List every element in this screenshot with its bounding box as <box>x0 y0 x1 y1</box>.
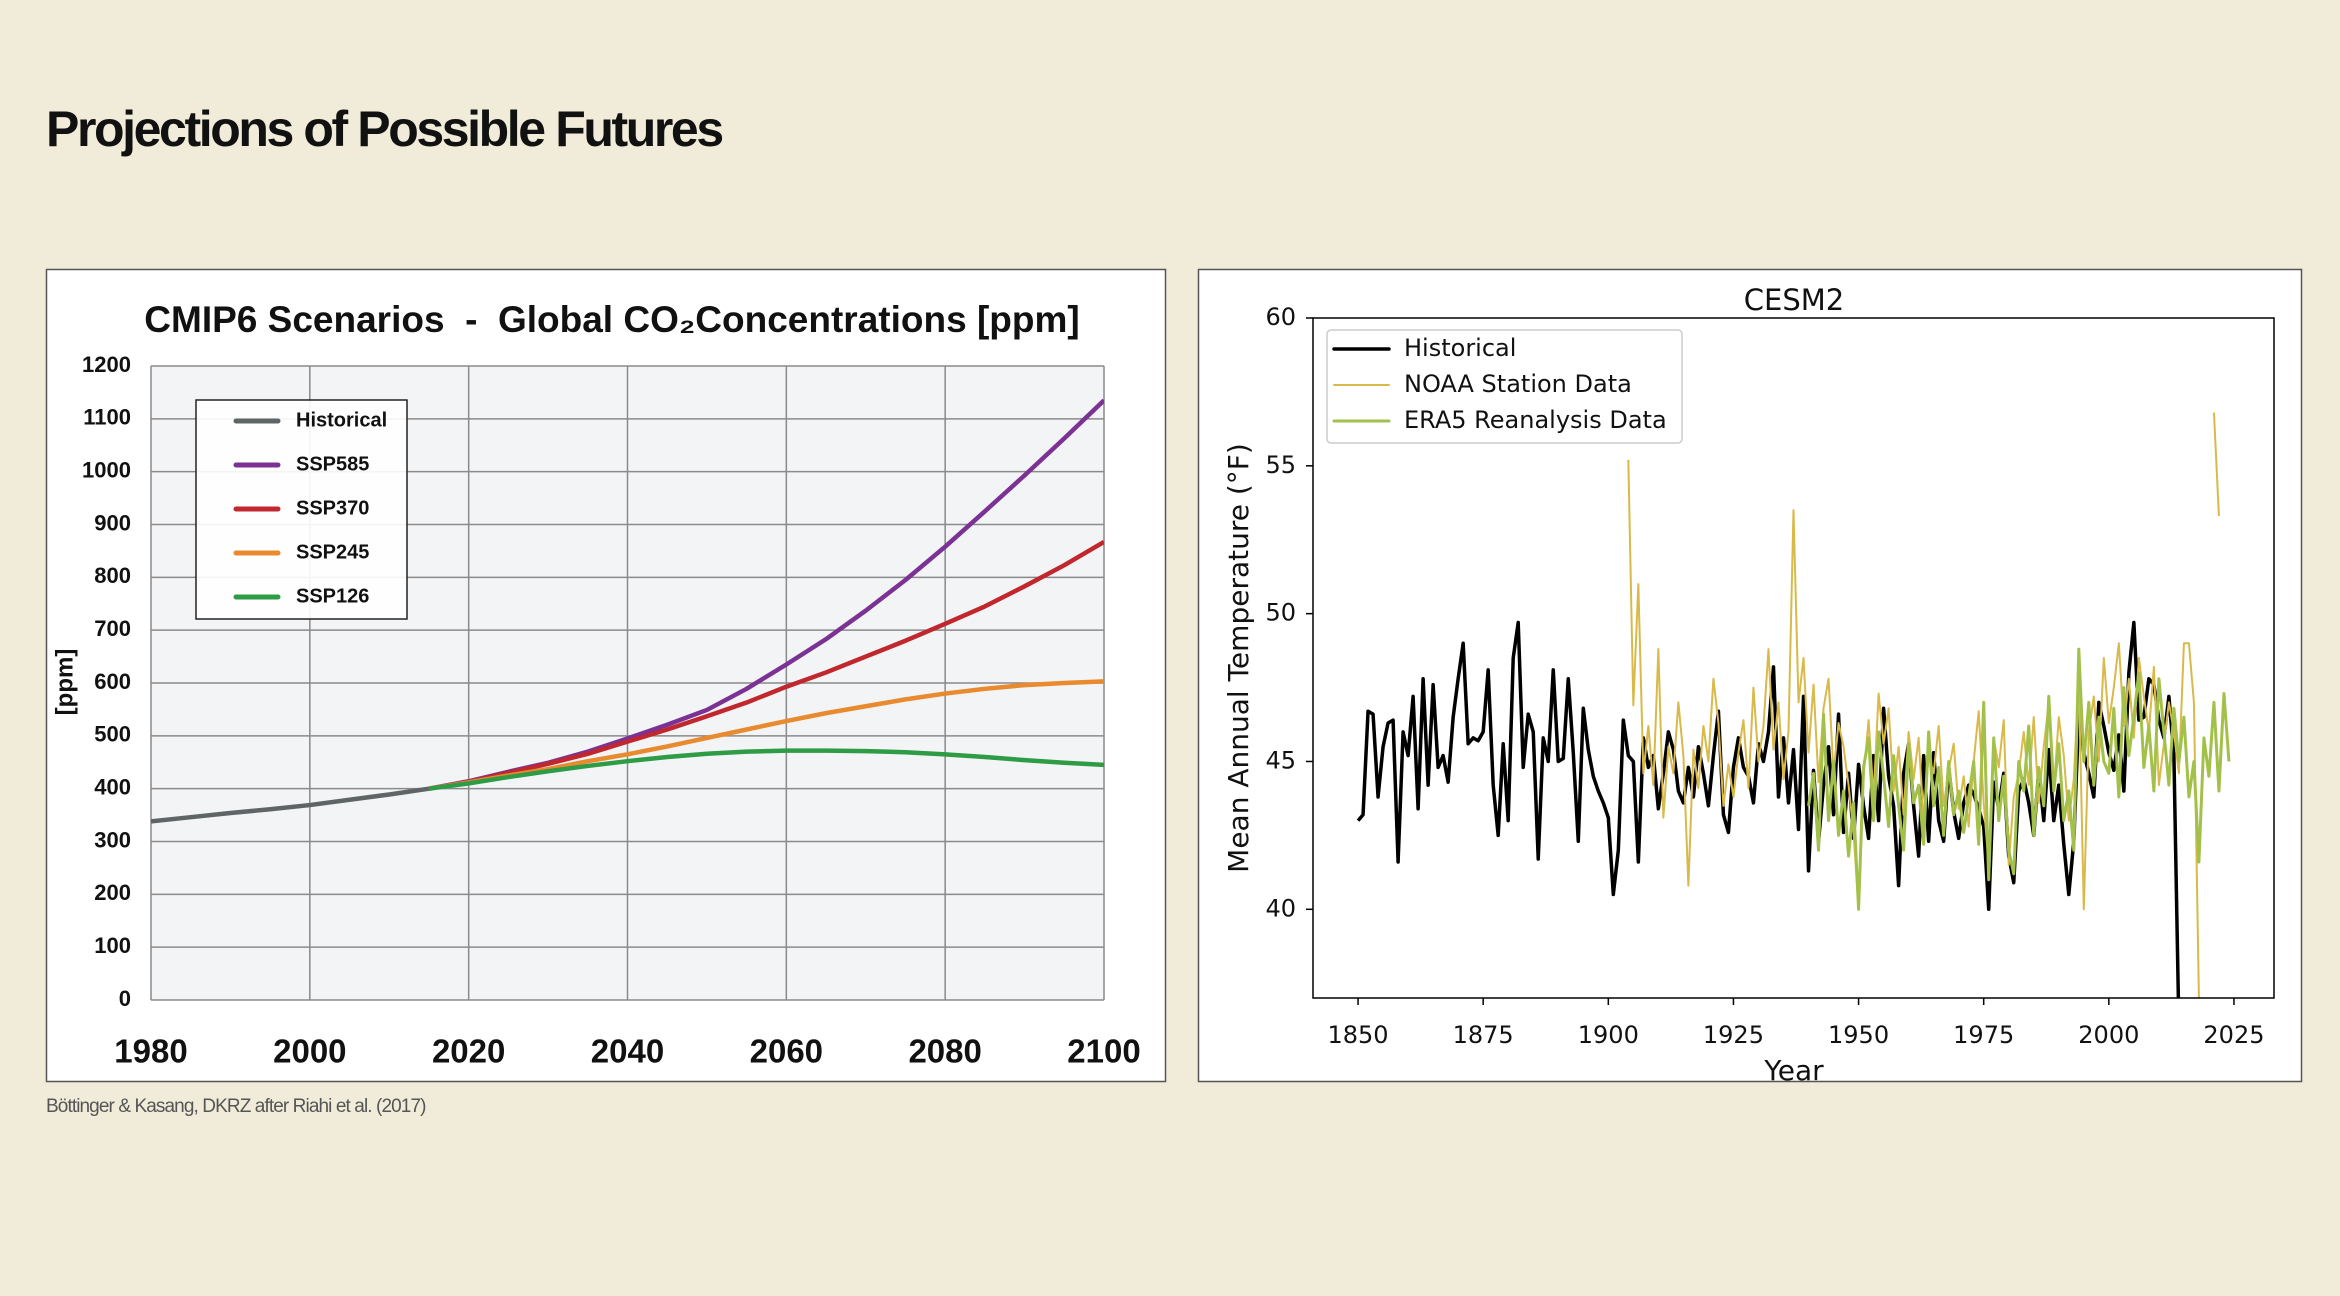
series-line <box>151 786 430 824</box>
legend-label: SSP126 <box>296 585 369 607</box>
series-line <box>1807 647 2231 911</box>
y-tick-label: 50 <box>1265 599 1296 627</box>
x-tick-label: 2000 <box>2078 1021 2139 1049</box>
y-tick-label: 900 <box>94 510 131 535</box>
series-line <box>428 539 1104 791</box>
legend-label: ERA5 Reanalysis Data <box>1404 406 1667 434</box>
series-line <box>428 748 1104 791</box>
axes-frame <box>1312 317 2275 999</box>
y-axis-label: [ppm] <box>51 649 78 716</box>
caption: Böttinger & Kasang, DKRZ after Riahi et … <box>46 1096 426 1117</box>
legend-box <box>195 399 408 620</box>
y-tick-label: 40 <box>1265 894 1296 922</box>
legend-label: NOAA Station Data <box>1404 370 1632 398</box>
y-tick-label: 1200 <box>82 352 131 377</box>
x-axis-label: Year <box>1763 1054 1824 1087</box>
x-tick-label: 2040 <box>591 1033 664 1070</box>
x-tick-label: 2000 <box>273 1033 346 1070</box>
y-tick-label: 500 <box>94 722 131 747</box>
x-tick-label: 1975 <box>1953 1021 2014 1049</box>
y-tick-label: 100 <box>94 933 131 958</box>
chart-title: CESM2 <box>1744 283 1844 317</box>
x-tick-label: 1900 <box>1578 1021 1639 1049</box>
series-line <box>1627 412 2220 998</box>
legend-label: SSP370 <box>296 497 369 519</box>
credit: © DKRZ <box>1055 1081 1123 1101</box>
y-tick-label: 700 <box>94 616 131 641</box>
x-tick-label: 1875 <box>1453 1021 1514 1049</box>
x-tick-label: 1980 <box>114 1033 187 1070</box>
legend-label: SSP245 <box>296 541 369 563</box>
y-tick-label: 800 <box>94 563 131 588</box>
x-tick-label: 2100 <box>1067 1033 1140 1070</box>
y-tick-label: 600 <box>94 669 131 694</box>
x-tick-label: 1950 <box>1828 1021 1889 1049</box>
y-tick-label: 0 <box>119 986 131 1011</box>
legend-label: Historical <box>296 409 387 431</box>
legend-label: SSP585 <box>296 453 369 475</box>
page-title: Projections of Possible Futures <box>46 101 722 157</box>
y-tick-label: 400 <box>94 774 131 799</box>
y-tick-label: 45 <box>1265 746 1296 774</box>
x-tick-label: 1850 <box>1328 1021 1389 1049</box>
y-tick-label: 1100 <box>83 405 131 430</box>
y-tick-label: 1000 <box>82 457 131 482</box>
legend-box <box>1326 329 1683 444</box>
x-tick-label: 2080 <box>908 1033 981 1070</box>
x-tick-label: 2060 <box>750 1033 823 1070</box>
y-tick-label: 55 <box>1265 451 1296 479</box>
x-tick-label: 2020 <box>432 1033 505 1070</box>
x-tick-label: 1925 <box>1703 1021 1764 1049</box>
y-axis-label: Mean Annual Temperature (°F) <box>1222 443 1255 873</box>
y-tick-label: 200 <box>94 880 131 905</box>
x-tick-label: 2025 <box>2203 1021 2264 1049</box>
y-tick-label: 300 <box>94 827 131 852</box>
y-tick-label: 60 <box>1265 303 1296 331</box>
chart-title: CMIP6 Scenarios - Global CO₂Concentratio… <box>144 299 1079 340</box>
legend-label: Historical <box>1404 334 1516 362</box>
